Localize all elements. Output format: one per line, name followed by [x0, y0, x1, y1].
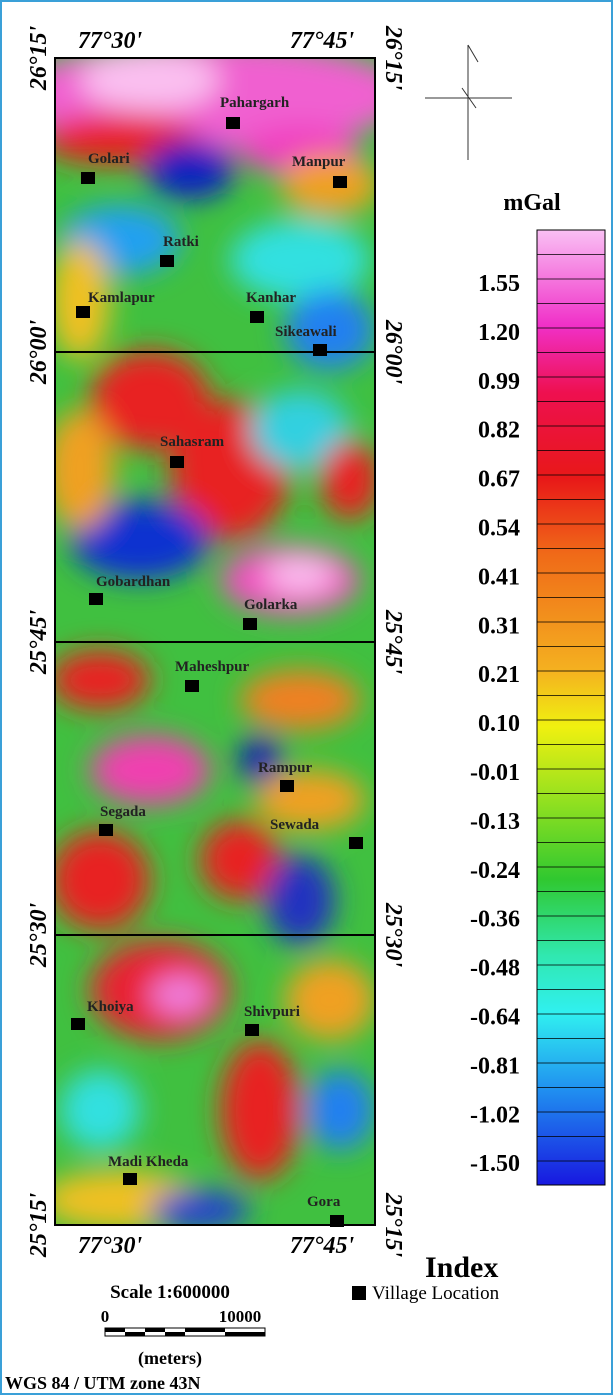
- latitude-label: 26°15': [380, 25, 406, 91]
- village-marker: [313, 344, 327, 356]
- north-arrow: [425, 45, 512, 160]
- village-marker: [226, 117, 240, 129]
- village-marker: [245, 1024, 259, 1036]
- village-label: Sewada: [270, 817, 320, 833]
- village-label: Ratki: [163, 234, 199, 250]
- legend-label: 0.41: [478, 564, 520, 590]
- scale-unit: (meters): [138, 1348, 202, 1369]
- legend-unit: mGal: [503, 190, 561, 216]
- village-label: Sahasram: [160, 434, 225, 450]
- legend-label: -0.24: [470, 858, 520, 884]
- village-label: Rampur: [258, 760, 313, 776]
- latitude-label: 25°45': [380, 609, 406, 675]
- village-marker: [81, 172, 95, 184]
- village-label: Gobardhan: [96, 574, 171, 590]
- village-label: Khoiya: [87, 999, 134, 1015]
- village-marker: [160, 255, 174, 267]
- scale-end: 10000: [219, 1307, 262, 1326]
- latitude-label: 25°15': [380, 1192, 406, 1258]
- legend-label: -0.36: [470, 907, 520, 933]
- latitude-label: 25°30': [380, 902, 406, 968]
- legend-label: -1.02: [470, 1102, 520, 1128]
- village-marker: [250, 311, 264, 323]
- scale-title: Scale 1:600000: [110, 1282, 230, 1303]
- village-label: Kanhar: [246, 290, 296, 306]
- village-marker: [89, 593, 103, 605]
- legend-label: 1.55: [478, 271, 520, 297]
- legend-label: 0.67: [478, 467, 520, 493]
- page: 77°30' 77°30' 77°45' 77°45' 26°15' 26°15' 26°0…: [0, 0, 613, 1395]
- legend-label: 0.10: [478, 711, 520, 737]
- legend-label: 0.31: [478, 613, 520, 639]
- village-label: Kamlapur: [88, 290, 155, 306]
- village-label: Madi Kheda: [108, 1154, 189, 1170]
- village-label: Gora: [307, 1194, 341, 1210]
- legend-label: 0.99: [478, 369, 520, 395]
- village-marker: [123, 1173, 137, 1185]
- index-item: Village Location: [372, 1283, 500, 1304]
- index-title: Index: [425, 1251, 498, 1284]
- village-marker: [280, 780, 294, 792]
- village-label: Golarka: [244, 597, 298, 613]
- village-label: Sikeawali: [275, 324, 337, 340]
- latitude-label: 26°15': [26, 26, 52, 92]
- legend-label: 0.21: [478, 662, 520, 688]
- legend-label: -0.13: [470, 809, 520, 835]
- latitude-label: 25°15': [26, 1193, 52, 1259]
- village-marker: [330, 1215, 344, 1227]
- village-marker: [243, 618, 257, 630]
- scale-start: 0: [101, 1307, 110, 1326]
- village-marker: [333, 176, 347, 188]
- projection: WGS 84 / UTM zone 43N: [5, 1373, 201, 1393]
- legend-label: 1.20: [478, 320, 520, 346]
- village-marker: [71, 1018, 85, 1030]
- village-marker: [99, 824, 113, 836]
- color-bar: [537, 230, 605, 1185]
- longitude-label: 77°45': [290, 28, 355, 54]
- legend-label: -1.50: [470, 1151, 520, 1177]
- longitude-label: 77°30': [78, 28, 143, 54]
- latitude-label: 26°00': [26, 320, 52, 386]
- village-label: Shivpuri: [244, 1004, 300, 1020]
- latitude-label: 25°30': [26, 903, 52, 969]
- scale-bar: [105, 1328, 265, 1336]
- latitude-label: 25°45': [26, 610, 52, 676]
- village-label: Pahargarh: [220, 95, 290, 111]
- legend-label: 0.54: [478, 516, 520, 542]
- legend-label: 0.82: [478, 418, 520, 444]
- village-marker: [185, 680, 199, 692]
- village-marker: [349, 837, 363, 849]
- longitude-label: 77°45': [290, 1233, 355, 1259]
- longitude-label: 77°30': [78, 1233, 143, 1259]
- legend-label: -0.48: [470, 956, 520, 982]
- village-label: Maheshpur: [175, 659, 250, 675]
- anomaly-map: [10, 40, 410, 1230]
- latitude-label: 26°00': [380, 319, 406, 385]
- village-symbol: [352, 1286, 366, 1300]
- village-marker: [76, 306, 90, 318]
- legend-label: -0.01: [470, 760, 520, 786]
- village-label: Manpur: [292, 154, 346, 170]
- village-marker: [170, 456, 184, 468]
- legend-label: -0.81: [470, 1053, 520, 1079]
- village-label: Golari: [88, 151, 130, 167]
- legend-label: -0.64: [470, 1005, 520, 1031]
- village-label: Segada: [100, 804, 146, 820]
